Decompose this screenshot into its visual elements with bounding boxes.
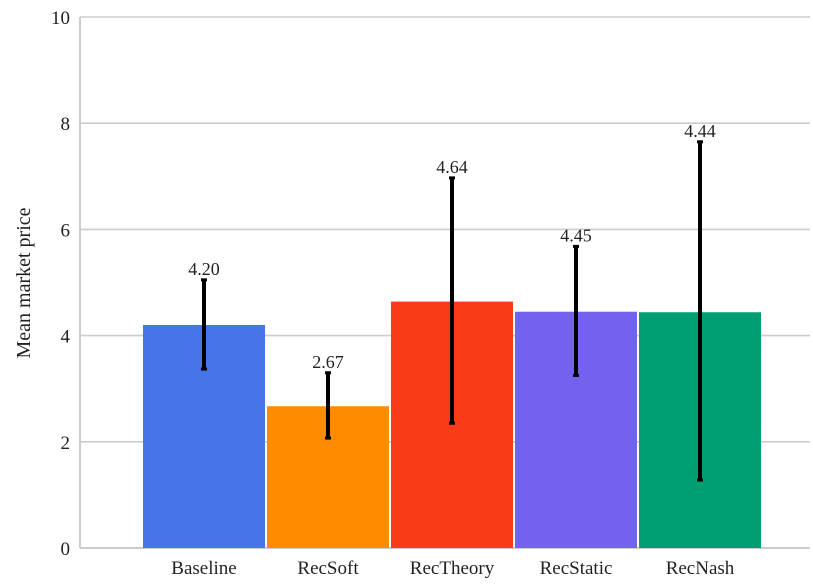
y-tick-label: 0	[61, 539, 71, 560]
x-tick-labels: Baseline RecSoft RecTheory RecStatic RecNash	[171, 558, 735, 579]
value-label: 4.20	[188, 259, 220, 279]
x-tick-label: RecStatic	[540, 558, 613, 579]
value-label: 4.44	[684, 121, 716, 141]
y-axis-label: Mean market price	[13, 207, 35, 358]
x-tick-label: RecTheory	[410, 558, 495, 579]
x-tick-label: RecNash	[666, 558, 735, 579]
y-tick-labels: 0 2 4 6 8 10	[51, 8, 71, 560]
value-label: 4.64	[436, 157, 468, 177]
y-tick-label: 10	[51, 8, 70, 29]
value-labels: 4.20 2.67 4.64 4.45 4.44	[188, 121, 716, 372]
value-label: 4.45	[560, 225, 592, 245]
error-bars	[201, 140, 703, 482]
value-label: 2.67	[312, 352, 344, 372]
x-tick-label: RecSoft	[297, 558, 359, 579]
y-tick-label: 4	[61, 327, 71, 348]
y-tick-label: 2	[61, 433, 71, 454]
y-tick-label: 8	[61, 114, 71, 135]
x-tick-label: Baseline	[171, 558, 236, 579]
y-tick-label: 6	[61, 220, 71, 241]
